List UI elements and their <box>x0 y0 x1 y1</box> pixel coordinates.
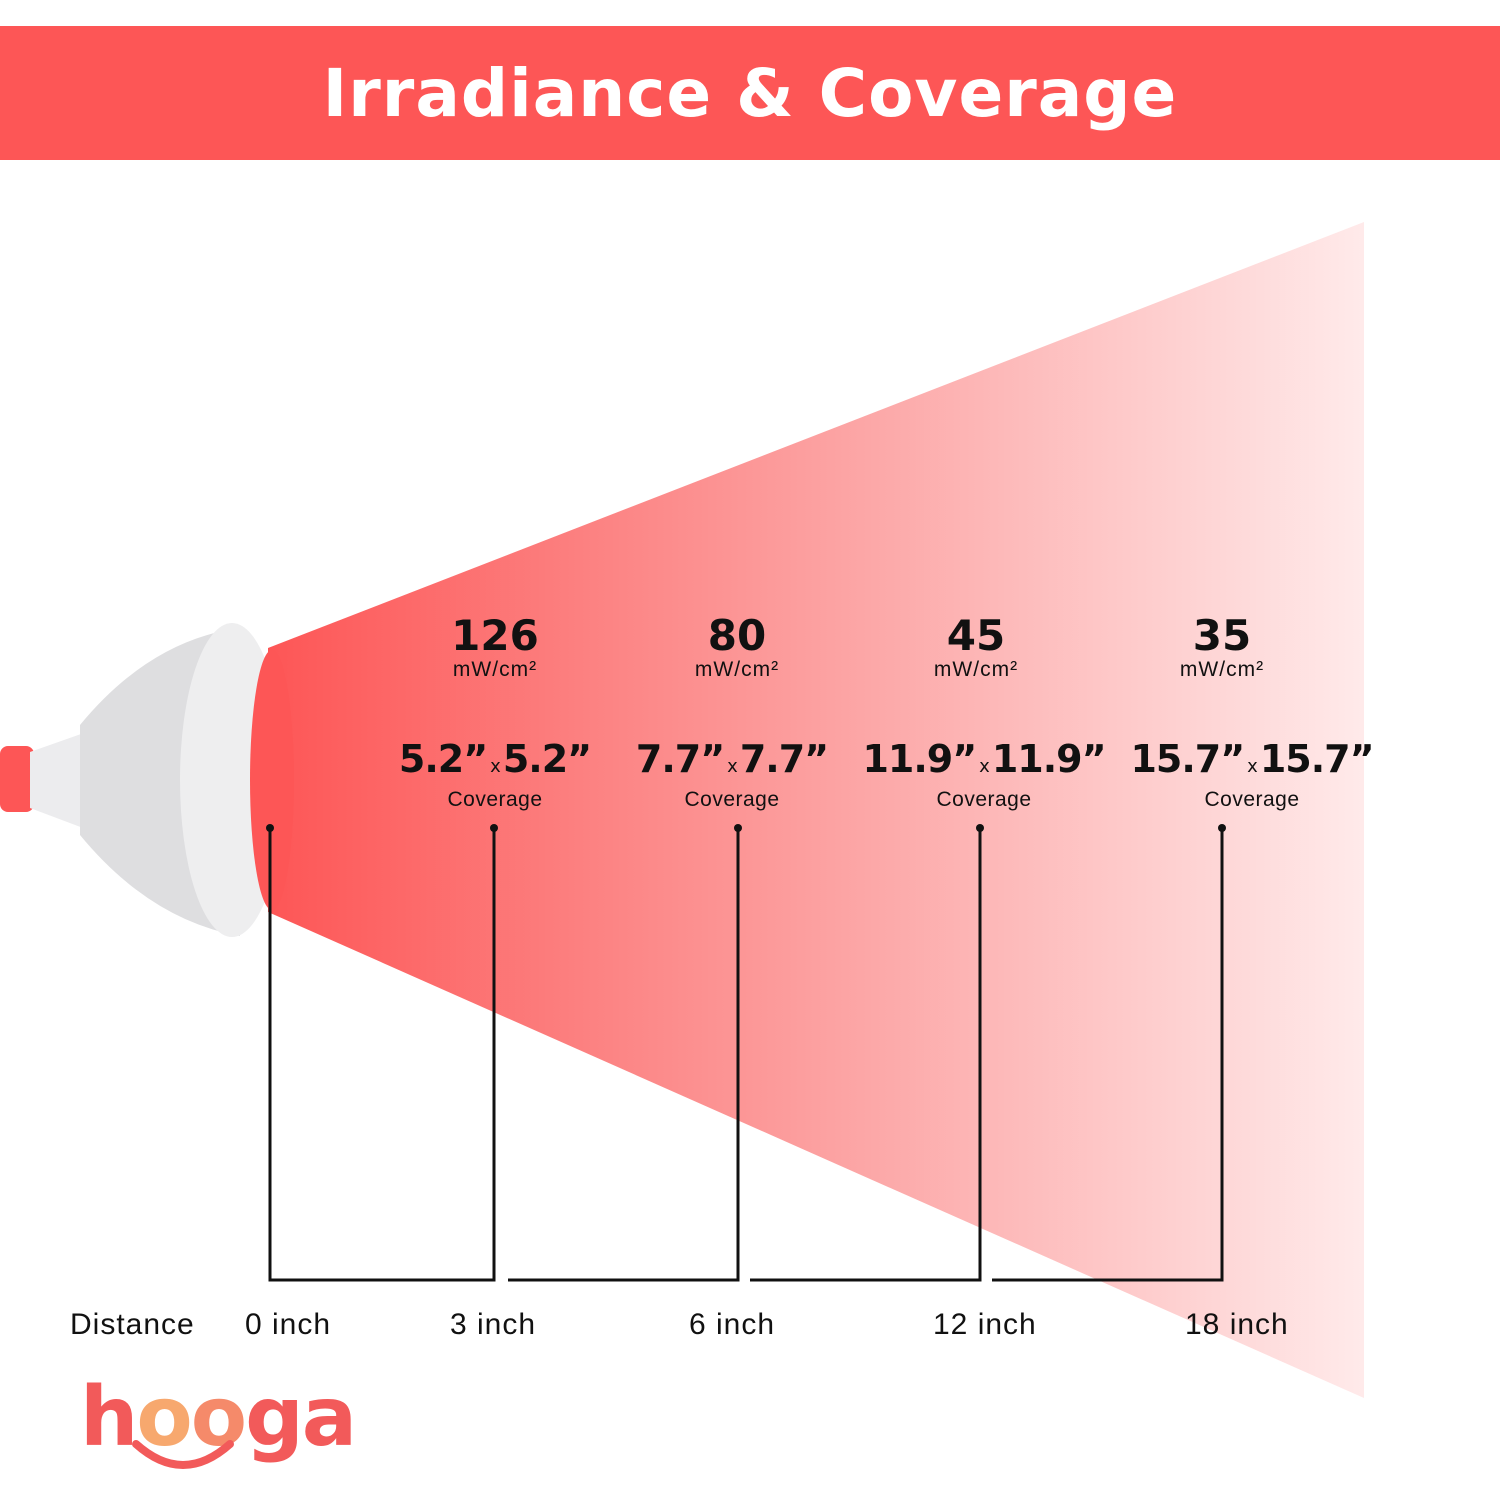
bracket-0-3 <box>268 828 496 1282</box>
irradiance-unit: mW/cm² <box>694 658 780 681</box>
distance-3: 3 inch <box>450 1308 537 1341</box>
coverage-3in: 5.2” x5.2” Coverage <box>355 738 635 812</box>
bracket-12-18 <box>992 828 1224 1282</box>
coverage-label: Coverage <box>447 788 543 811</box>
coverage-x: x <box>979 756 990 777</box>
distance-brackets <box>268 828 1224 1282</box>
irradiance-value: 80 <box>707 611 767 660</box>
coverage-height: 5.2” <box>502 737 592 781</box>
coverage-x: x <box>1247 756 1258 777</box>
lamp-handle <box>0 746 34 812</box>
coverage-height: 15.7” <box>1259 737 1375 781</box>
coverage-label: Coverage <box>684 788 780 811</box>
irradiance-value: 35 <box>1192 611 1252 660</box>
irradiance-unit: mW/cm² <box>933 658 1019 681</box>
irradiance-18in: 35 mW/cm² <box>1092 614 1352 682</box>
hooga-logo: hooga <box>80 1370 357 1465</box>
title-banner: Irradiance & Coverage <box>0 26 1500 160</box>
irradiance-unit: mW/cm² <box>1179 658 1265 681</box>
endpoint-6 <box>734 824 742 832</box>
lamp-lens <box>250 650 294 910</box>
coverage-label: Coverage <box>936 788 1032 811</box>
distance-label: Distance <box>70 1308 195 1341</box>
lamp-device <box>0 623 294 937</box>
endpoint-12 <box>976 824 984 832</box>
irradiance-value: 126 <box>451 611 539 660</box>
distance-0: 0 inch <box>245 1308 332 1341</box>
page-title: Irradiance & Coverage <box>322 54 1178 132</box>
coverage-width: 7.7” <box>635 737 725 781</box>
endpoint-0 <box>266 824 274 832</box>
logo-smile-icon <box>132 1440 234 1469</box>
endpoint-3 <box>490 824 498 832</box>
distance-18: 18 inch <box>1185 1308 1289 1341</box>
coverage-18in: 15.7” x15.7” Coverage <box>1112 738 1392 812</box>
bracket-3-6 <box>508 828 740 1282</box>
coverage-width: 11.9” <box>862 737 977 781</box>
irradiance-12in: 45 mW/cm² <box>846 614 1106 682</box>
distance-12: 12 inch <box>933 1308 1037 1341</box>
coverage-6in: 7.7” x7.7” Coverage <box>592 738 872 812</box>
irradiance-value: 45 <box>946 611 1006 660</box>
irradiance-6in: 80 mW/cm² <box>607 614 867 682</box>
distance-6: 6 inch <box>689 1308 776 1341</box>
light-beam <box>268 222 1364 1398</box>
coverage-x: x <box>490 756 501 777</box>
bracket-6-12 <box>750 828 982 1282</box>
coverage-dimensions: 11.9” x11.9” <box>844 738 1124 788</box>
bracket-endpoints <box>266 824 1226 832</box>
coverage-label: Coverage <box>1204 788 1300 811</box>
coverage-width: 5.2” <box>398 737 488 781</box>
coverage-x: x <box>727 756 738 777</box>
coverage-dimensions: 7.7” x7.7” <box>592 738 872 788</box>
irradiance-unit: mW/cm² <box>452 658 538 681</box>
endpoint-18 <box>1218 824 1226 832</box>
coverage-width: 15.7” <box>1130 737 1245 781</box>
coverage-height: 7.7” <box>739 737 829 781</box>
coverage-height: 11.9” <box>991 737 1107 781</box>
coverage-dimensions: 5.2” x5.2” <box>355 738 635 788</box>
irradiance-3in: 126 mW/cm² <box>365 614 625 682</box>
coverage-dimensions: 15.7” x15.7” <box>1112 738 1392 788</box>
coverage-12in: 11.9” x11.9” Coverage <box>844 738 1124 812</box>
